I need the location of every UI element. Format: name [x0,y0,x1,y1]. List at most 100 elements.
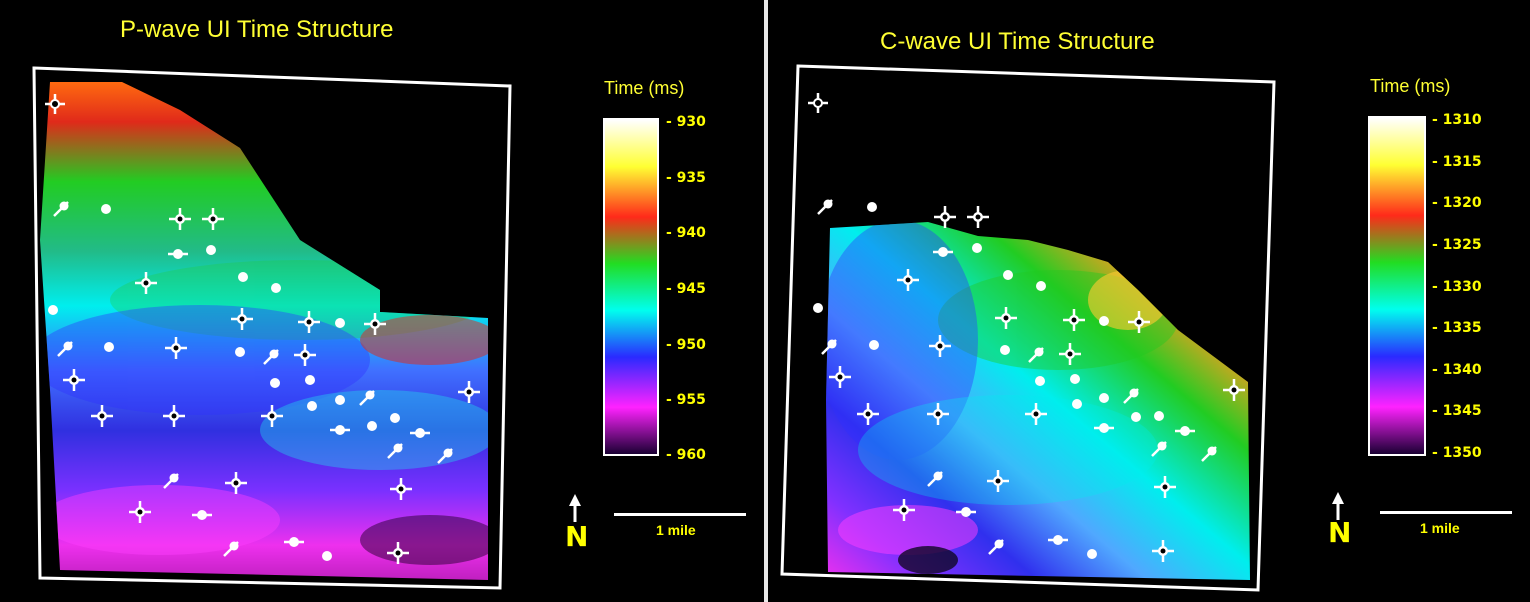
well-dot-icon [1070,374,1080,384]
p-wave-survey-outline [32,66,512,590]
well-deviated-icon [988,539,1004,555]
p-wave-colorbar [603,118,659,456]
p-tick-label: - 950 [666,337,706,353]
p-wave-data-surface [40,82,488,580]
well-dot-icon [1035,376,1045,386]
c-wave-map [780,64,1276,592]
well-cross-icon [995,307,1017,329]
well-dot-icon [867,202,877,212]
well-dash-icon [1094,423,1114,433]
c-tick-label: - 1325 [1432,237,1482,253]
c-tick-label: - 1340 [1432,362,1482,378]
well-dot-icon [270,378,280,388]
well-dot-icon [101,204,111,214]
c-wave-colorbar [1368,116,1426,456]
well-cross-icon [261,405,283,427]
well-dash-icon [168,249,188,259]
well-cross-icon [169,208,191,230]
p-tick-label: - 945 [666,281,706,297]
well-deviated-icon [437,448,453,464]
c-tick-label: - 1350 [1432,445,1482,461]
well-dot-icon [1003,270,1013,280]
c-tick-label: - 1345 [1432,403,1482,419]
well-dot-icon [322,551,332,561]
well-cross-icon [897,269,919,291]
c-tick-label: - 1320 [1432,195,1482,211]
well-cross-icon [231,308,253,330]
well-dot-icon [1072,399,1082,409]
p-wave-scale-label: 1 mile [656,522,696,538]
well-dot-icon [104,342,114,352]
p-tick-label: - 960 [666,447,706,463]
well-cross-icon [390,478,412,500]
well-dash-icon [956,507,976,517]
well-dash-icon [410,428,430,438]
well-cross-icon [1059,343,1081,365]
well-cross-icon [927,403,949,425]
p-tick-label: - 940 [666,225,706,241]
c-tick-label: - 1335 [1432,320,1482,336]
well-deviated-icon [1151,441,1167,457]
well-deviated-icon [1028,347,1044,363]
well-cross-icon [298,311,320,333]
well-cross-icon [1063,309,1085,331]
well-dot-icon [1154,411,1164,421]
well-deviated-icon [927,471,943,487]
well-cross-icon [1223,379,1245,401]
well-cross-icon [387,542,409,564]
well-dot-icon [206,245,216,255]
well-cross-icon [165,337,187,359]
well-cross-icon [857,403,879,425]
well-dot-icon [1131,412,1141,422]
well-dot-icon [48,305,58,315]
well-cross-icon [1154,476,1176,498]
p-tick-label: - 955 [666,392,706,408]
well-cross-icon [893,499,915,521]
well-dash-icon [933,247,953,257]
panel-divider [764,0,768,602]
c-tick-label: - 1315 [1432,154,1482,170]
well-cross-icon [135,272,157,294]
c-wave-panel: C-wave UI Time Structure [768,0,1530,602]
p-tick-label: - 930 [666,114,706,130]
p-wave-map [32,66,512,590]
c-wave-survey-outline [780,64,1276,592]
well-dot-icon [305,375,315,385]
well-deviated-icon [359,390,375,406]
well-cross-icon [1128,311,1150,333]
well-cross-icon [294,344,316,366]
well-dash-icon [192,510,212,520]
well-dot-icon [238,272,248,282]
well-deviated-icon [263,349,279,365]
well-cross-icon [1025,403,1047,425]
well-dot-icon [235,347,245,357]
c-wave-scale-bar [1380,511,1512,514]
well-cross-icon [225,472,247,494]
c-wave-north-label: N [1328,516,1352,549]
well-dot-icon [972,243,982,253]
well-open-icon [808,93,828,113]
well-deviated-icon [387,443,403,459]
well-cross-icon [63,369,85,391]
well-dot-icon [335,318,345,328]
well-cross-icon [1152,540,1174,562]
c-wave-colorbar-label: Time (ms) [1370,76,1451,96]
well-cross-icon [929,335,951,357]
well-cross-icon [987,470,1009,492]
p-tick-label: - 935 [666,170,706,186]
c-tick-label: - 1330 [1432,279,1482,295]
p-wave-well-markers [45,94,480,564]
well-deviated-icon [53,201,69,217]
well-cross-icon [364,313,386,335]
well-deviated-icon [163,473,179,489]
well-dash-icon [1048,535,1068,545]
well-deviated-icon [1123,388,1139,404]
well-dash-icon [1175,426,1195,436]
well-deviated-icon [817,199,833,215]
p-wave-scale-bar [614,513,746,516]
well-dot-icon [367,421,377,431]
p-wave-title: P-wave UI Time Structure [120,16,394,43]
well-dash-icon [330,425,350,435]
well-deviated-icon [223,541,239,557]
well-dot-icon [869,340,879,350]
